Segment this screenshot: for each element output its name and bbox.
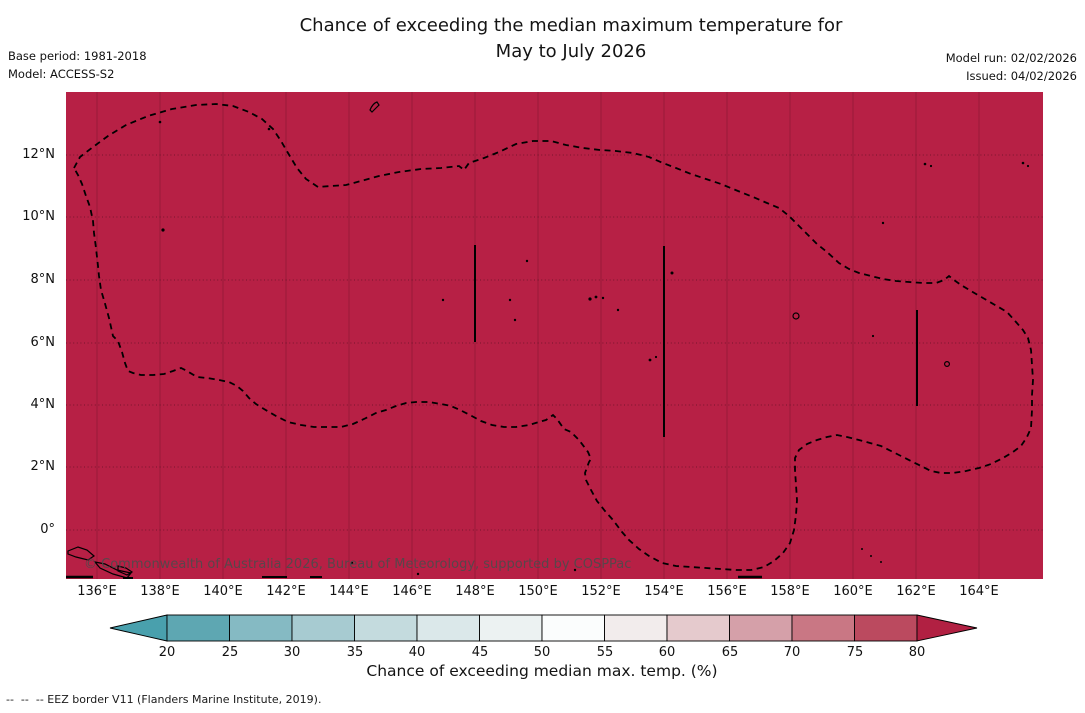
chart-title-line1: Chance of exceeding the median maximum t… [299, 15, 843, 36]
island-marks [66, 101, 1030, 579]
x-axis-tick-label: 138°E [140, 584, 180, 599]
colorbar-tick-label: 25 [221, 645, 239, 660]
colorbar-segment [791, 614, 855, 642]
y-axis-tick-label: 6°N [30, 335, 56, 350]
eez-border-outline [72, 103, 1034, 571]
x-axis-tick-label: 150°E [518, 584, 558, 599]
png-coastline-fragments [67, 546, 134, 579]
guam-island-outline [369, 101, 380, 113]
colorbar-segment [854, 614, 918, 642]
colorbar [109, 614, 978, 642]
colorbar-tick-label: 80 [908, 645, 926, 660]
y-axis-tick-label: 8°N [30, 272, 56, 287]
colorbar-tick-label: 20 [158, 645, 176, 660]
colorbar-tick-label: 70 [783, 645, 801, 660]
y-axis-tick-label: 2°N [30, 459, 56, 474]
colorbar-tick-label: 55 [596, 645, 614, 660]
colorbar-segment [416, 614, 480, 642]
colorbar-tick-label: 50 [533, 645, 551, 660]
colorbar-tick-label: 60 [658, 645, 676, 660]
run-info: Model run: 02/02/2026 Issued: 04/02/2026 [946, 49, 1077, 85]
y-axis-tick-label: 4°N [30, 397, 56, 412]
colorbar-tick-label: 45 [471, 645, 489, 660]
chart-title-line2: May to July 2026 [495, 41, 647, 62]
x-axis-tick-label: 164°E [959, 584, 999, 599]
issued-date-text: Issued: 04/02/2026 [966, 69, 1077, 83]
x-axis-tick-label: 144°E [329, 584, 369, 599]
colorbar-segment [166, 614, 230, 642]
y-axis-tick-label: 0° [40, 522, 55, 537]
colorbar-tick-label: 35 [346, 645, 364, 660]
y-axis-tick-label: 10°N [22, 209, 55, 224]
colorbar-segment [541, 614, 605, 642]
x-axis-tick-label: 158°E [770, 584, 810, 599]
coast-edge-fragments [66, 575, 762, 579]
colorbar-tick-label: 30 [283, 645, 301, 660]
colorbar-segment [354, 614, 418, 642]
eez-border-meridian-lines [474, 245, 918, 437]
x-axis-tick-label: 136°E [77, 584, 117, 599]
x-axis-tick-label: 152°E [581, 584, 621, 599]
model-info: Base period: 1981-2018 Model: ACCESS-S2 [8, 47, 147, 83]
colorbar-segment [729, 614, 793, 642]
model-run-text: Model run: 02/02/2026 [945, 51, 1077, 65]
colorbar-segment [229, 614, 293, 642]
colorbar-axis-label: Chance of exceeding median max. temp. (%… [366, 662, 718, 680]
model-name-text: Model: ACCESS-S2 [8, 67, 115, 81]
copyright-watermark: © Commonwealth of Australia 2026, Bureau… [84, 557, 632, 572]
base-period-text: Base period: 1981-2018 [8, 49, 147, 63]
x-axis-tick-label: 140°E [203, 584, 243, 599]
x-axis-tick-label: 142°E [266, 584, 306, 599]
colorbar-segment [479, 614, 543, 642]
colorbar-tick-label: 40 [408, 645, 426, 660]
map-region [66, 92, 1043, 579]
colorbar-tick-label: 65 [721, 645, 739, 660]
x-axis-tick-label: 160°E [833, 584, 873, 599]
x-axis-tick-label: 156°E [707, 584, 747, 599]
colorbar-segment [291, 614, 355, 642]
chart-title: Chance of exceeding the median maximum t… [57, 13, 1085, 65]
colorbar-left-arrow [109, 614, 168, 642]
colorbar-segment [604, 614, 668, 642]
colorbar-right-arrow [916, 614, 978, 642]
y-axis-tick-label: 12°N [22, 147, 55, 162]
colorbar-tick-label: 75 [846, 645, 864, 660]
x-axis-tick-label: 154°E [644, 584, 684, 599]
eez-source-note: -- -- -- EEZ border V11 (Flanders Marine… [6, 693, 322, 706]
x-axis-tick-label: 146°E [392, 584, 432, 599]
colorbar-segment [666, 614, 730, 642]
x-axis-tick-label: 148°E [455, 584, 495, 599]
x-axis-tick-label: 162°E [896, 584, 936, 599]
